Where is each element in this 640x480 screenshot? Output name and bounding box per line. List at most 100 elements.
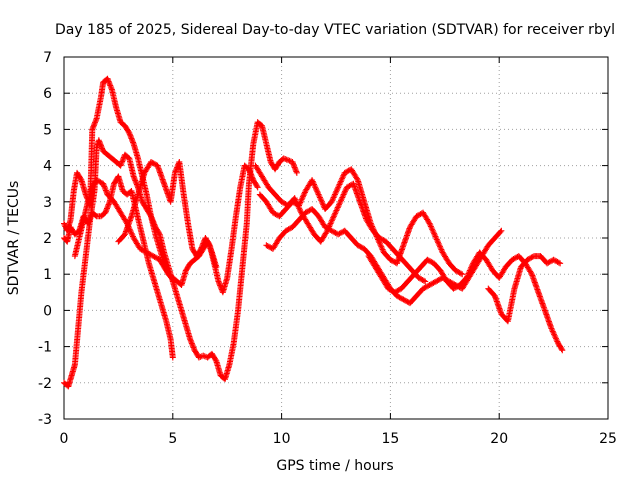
- data-point: [337, 179, 344, 186]
- data-point: [328, 198, 335, 205]
- data-point: [336, 181, 343, 188]
- data-point: [433, 278, 440, 285]
- data-point: [154, 255, 161, 262]
- data-point: [77, 175, 84, 182]
- data-point: [206, 241, 213, 248]
- data-point: [272, 211, 279, 218]
- data-point: [129, 232, 136, 239]
- data-point: [374, 235, 381, 241]
- data-point: [387, 287, 394, 294]
- data-point: [528, 269, 535, 276]
- data-point: [314, 188, 321, 195]
- data-point: [331, 229, 338, 236]
- data-point: [435, 239, 442, 246]
- data-point: [367, 220, 374, 227]
- data-point: [318, 198, 325, 205]
- data-point: [336, 230, 343, 237]
- data-point: [393, 292, 400, 299]
- data-point: [330, 194, 337, 201]
- y-axis-title: SDTVAR / TECUs: [6, 181, 22, 296]
- data-point: [150, 160, 157, 167]
- y-tick-label: 6: [43, 86, 52, 102]
- x-tick-label: 15: [381, 431, 399, 447]
- data-point: [550, 256, 557, 263]
- y-tick-label: 3: [43, 195, 52, 211]
- data-point: [450, 285, 457, 292]
- data-point: [548, 325, 555, 332]
- data-point: [375, 237, 382, 244]
- data-point: [424, 256, 431, 263]
- data-point: [391, 289, 398, 296]
- data-point: [497, 228, 504, 235]
- data-point: [371, 229, 378, 236]
- data-point: [339, 194, 346, 201]
- data-point: [346, 182, 353, 189]
- data-point: [427, 281, 434, 288]
- data-point: [437, 276, 444, 283]
- data-point: [390, 258, 397, 265]
- data-point: [427, 221, 434, 228]
- data-point: [546, 258, 553, 265]
- data-point: [317, 195, 324, 202]
- data-point: [286, 225, 293, 232]
- data-point: [151, 161, 158, 168]
- data-point: [422, 278, 429, 285]
- data-point: [329, 228, 336, 235]
- data-point: [96, 178, 103, 185]
- data-point: [147, 251, 154, 258]
- data-point: [559, 347, 566, 354]
- y-tick-label: -1: [38, 340, 52, 356]
- data-point: [253, 183, 260, 190]
- data-point: [320, 201, 327, 208]
- data-point: [148, 252, 155, 259]
- data-point: [356, 242, 363, 249]
- data-point: [430, 279, 437, 286]
- data-point: [395, 287, 402, 294]
- data-point: [373, 232, 380, 239]
- y-tick-label: 1: [43, 267, 52, 283]
- data-point: [309, 177, 316, 184]
- data-point: [281, 200, 288, 207]
- data-point: [265, 243, 272, 250]
- data-point: [376, 239, 383, 246]
- data-point: [379, 246, 386, 253]
- data-point: [456, 269, 463, 276]
- data-point: [401, 297, 408, 304]
- data-point: [327, 220, 334, 227]
- data-point: [547, 258, 554, 265]
- data-point: [341, 188, 348, 195]
- data-point: [338, 195, 345, 202]
- data-point: [310, 179, 317, 186]
- data-point: [316, 194, 323, 201]
- data-point: [427, 258, 434, 265]
- data-point: [431, 230, 438, 237]
- data-point: [292, 200, 299, 207]
- data-point: [296, 202, 303, 209]
- data-point: [344, 168, 351, 175]
- series-arc-10: [485, 253, 564, 325]
- data-point: [148, 158, 155, 165]
- data-point: [332, 208, 339, 215]
- data-point: [420, 285, 427, 292]
- data-point: [509, 256, 516, 263]
- data-point: [254, 184, 261, 191]
- data-point: [324, 226, 331, 233]
- data-point: [139, 247, 146, 254]
- data-point: [291, 195, 298, 202]
- data-point: [369, 223, 376, 230]
- data-point: [128, 230, 135, 237]
- data-point: [378, 243, 385, 250]
- data-point: [338, 177, 345, 184]
- data-series: [61, 75, 566, 390]
- data-point: [433, 236, 440, 243]
- data-point: [339, 175, 346, 182]
- data-point: [336, 200, 343, 207]
- data-point: [152, 254, 159, 261]
- data-point: [341, 190, 348, 197]
- data-point: [437, 245, 444, 252]
- data-point: [329, 195, 336, 202]
- data-point: [414, 212, 421, 219]
- data-point: [284, 227, 291, 234]
- data-point: [332, 190, 339, 197]
